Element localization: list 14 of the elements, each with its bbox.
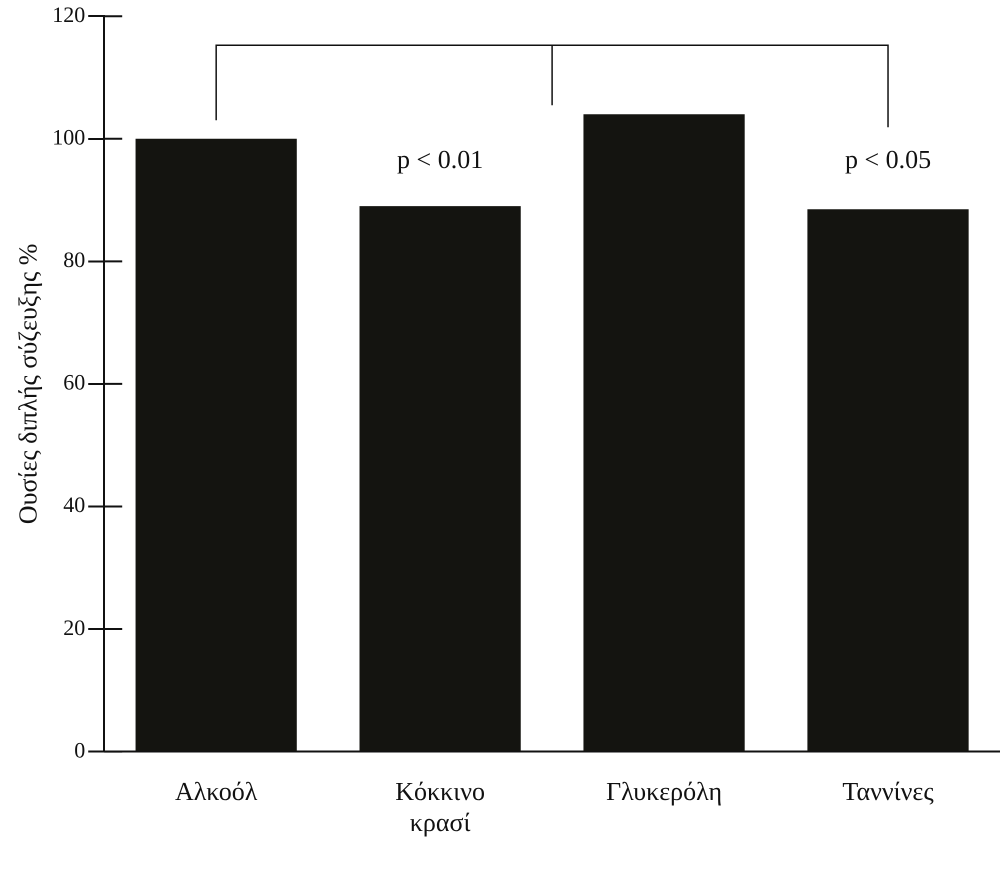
y-tick-label: 120	[52, 2, 86, 27]
annotation: p < 0.05	[844, 145, 932, 174]
y-axis-title: Ουσίες διπλής σύζευξης %	[13, 244, 42, 524]
y-tick-label: 80	[63, 247, 86, 272]
annotation: p < 0.01	[397, 145, 484, 174]
y-tick-label: 20	[63, 614, 86, 640]
y-tick-label: 40	[63, 492, 86, 518]
x-tick-label: Ταννίνες	[842, 777, 934, 806]
y-tick-label: 100	[52, 124, 86, 150]
y-tick-label: 60	[63, 370, 86, 395]
y-tick-label: 0	[74, 737, 86, 762]
x-tick-label: Κόκκινο κρασί	[395, 777, 485, 838]
x-tick-label: Αλκοόλ	[175, 777, 258, 806]
x-tick-label: Γλυκερόλη	[606, 777, 722, 806]
